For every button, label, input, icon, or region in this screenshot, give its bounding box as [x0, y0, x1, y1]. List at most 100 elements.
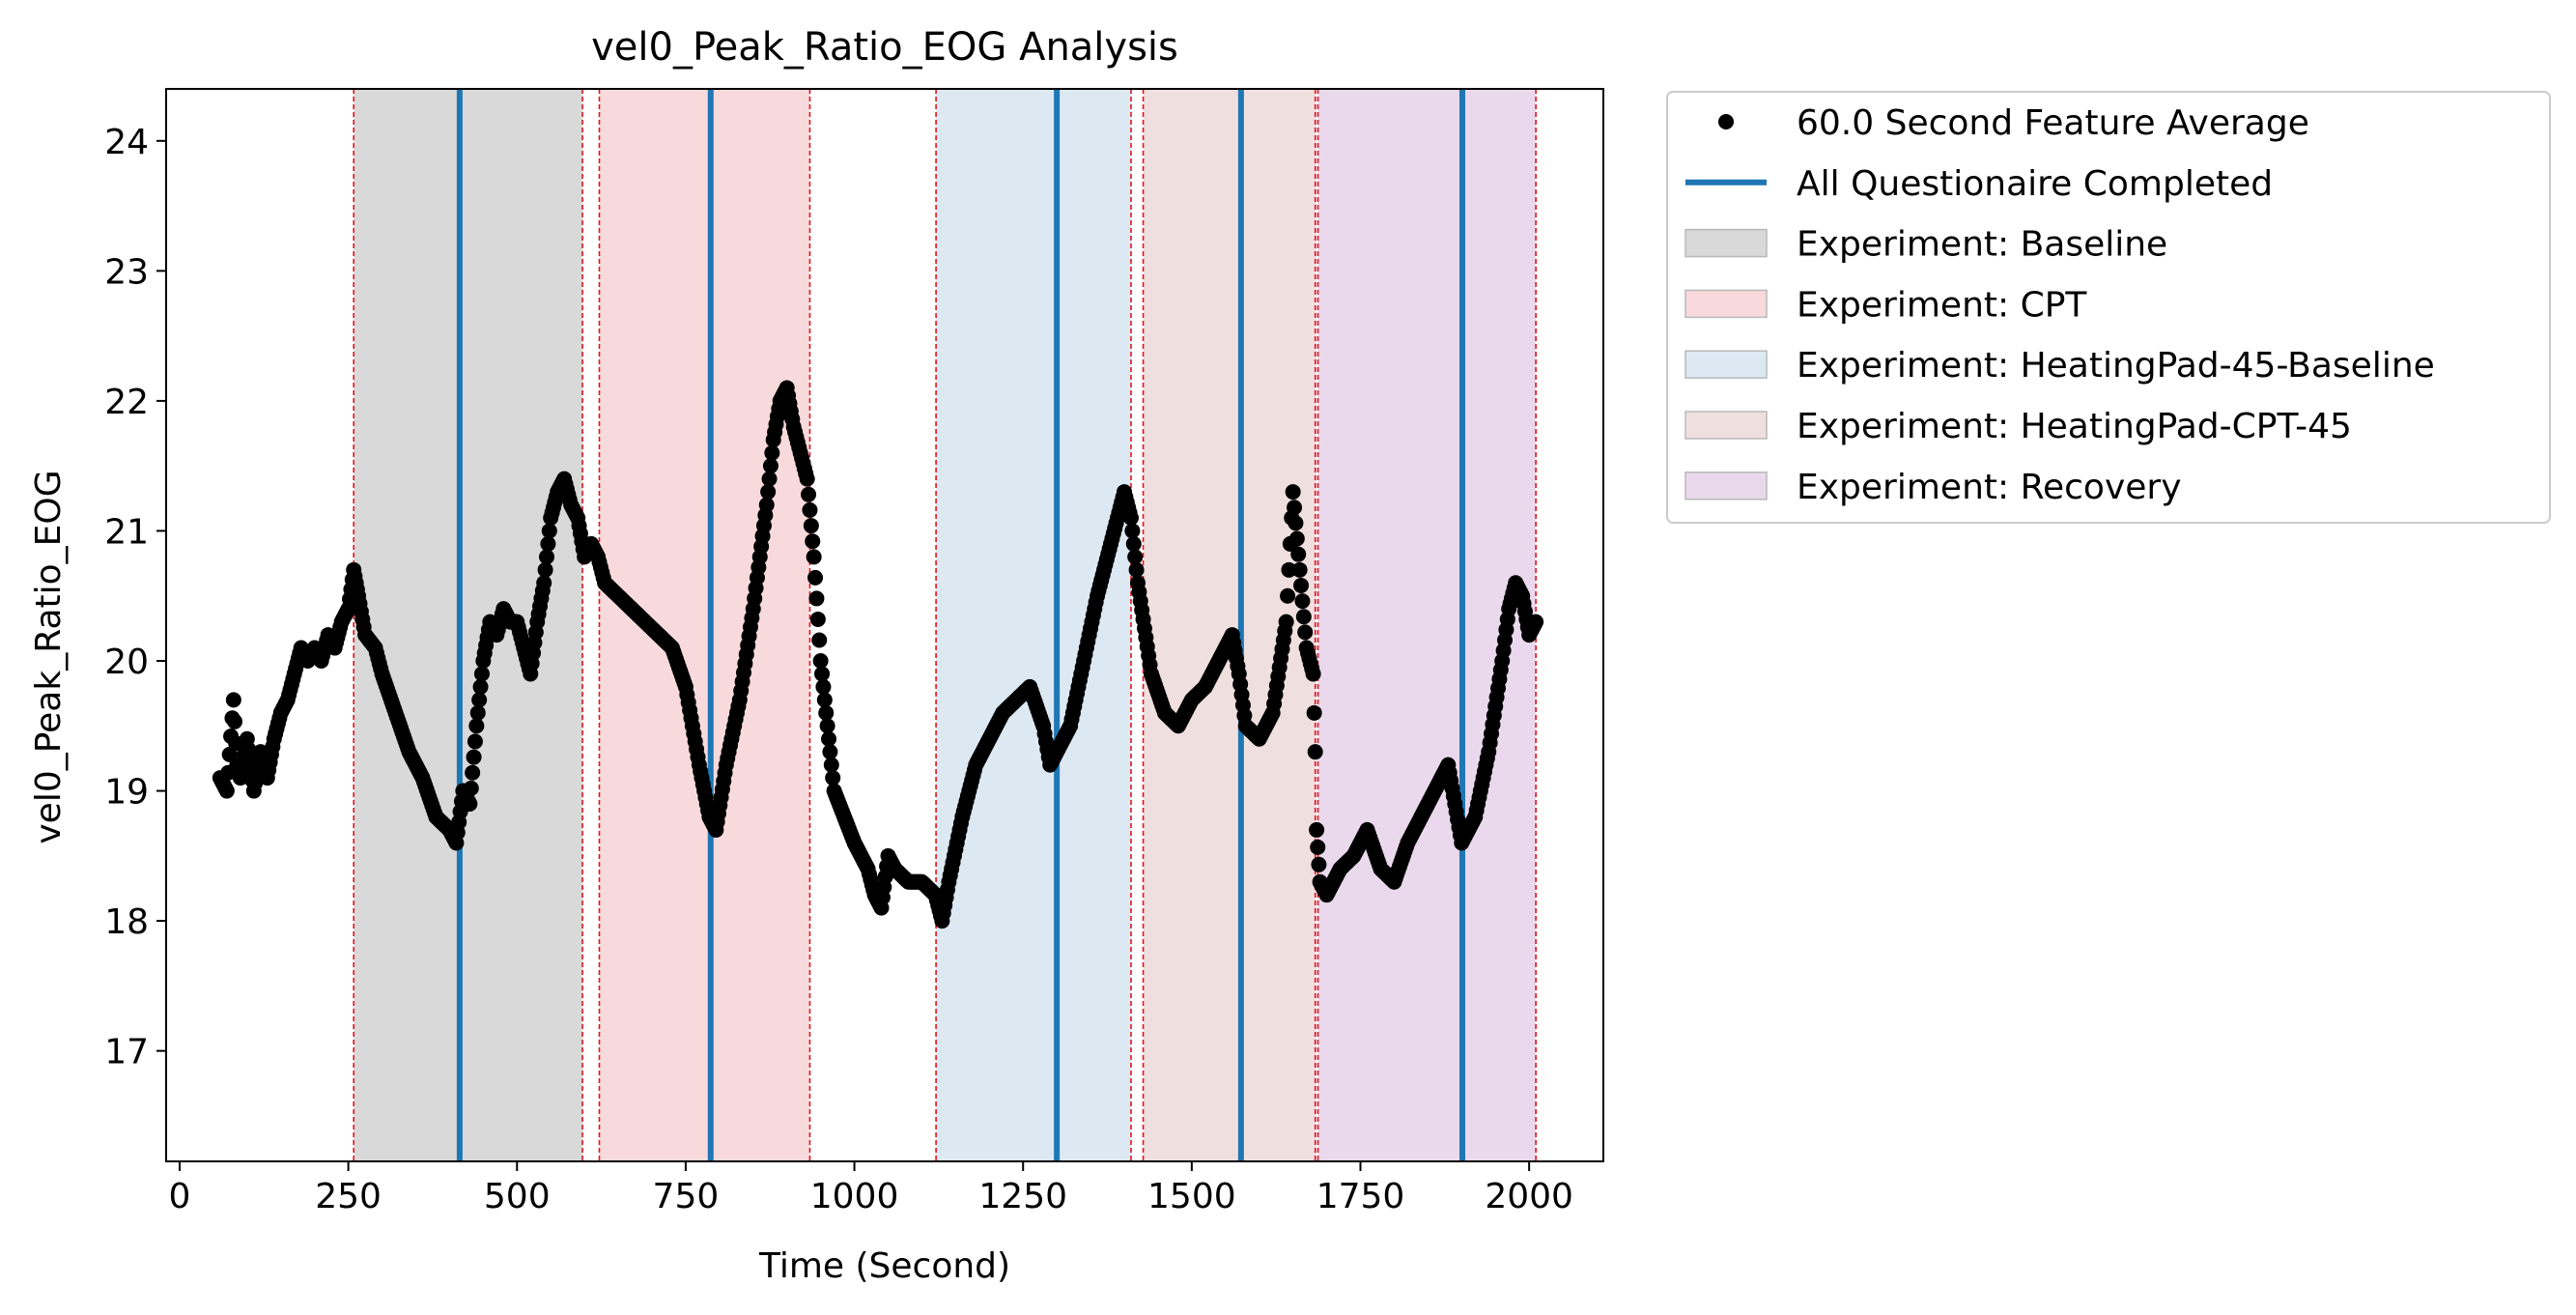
x-tick-label: 0: [169, 1177, 191, 1216]
y-tick-label: 23: [104, 252, 149, 292]
data-point: [764, 444, 780, 461]
data-point: [1127, 549, 1144, 565]
data-point: [539, 549, 555, 565]
data-point: [1290, 546, 1307, 562]
data-point: [760, 484, 777, 500]
data-points: [212, 380, 1544, 929]
data-point: [1291, 561, 1308, 578]
data-point: [472, 678, 489, 695]
experiment-span: [936, 89, 1131, 1161]
y-tick-label: 24: [104, 123, 149, 162]
x-axis-label: Time (Second): [758, 1246, 1010, 1286]
legend-marker-patch: [1684, 411, 1768, 440]
legend-label: All Questionaire Completed: [1797, 164, 2273, 204]
x-tick-label: 1000: [810, 1177, 899, 1216]
data-point: [805, 533, 821, 550]
legend-marker-dot: [1718, 114, 1734, 129]
data-point: [816, 692, 833, 708]
data-point: [758, 497, 775, 513]
data-point: [823, 757, 839, 773]
data-point: [1305, 666, 1321, 682]
data-point: [807, 569, 824, 586]
experiment-span: [1317, 89, 1537, 1161]
data-point: [463, 780, 479, 796]
plot-area: [212, 89, 1544, 1161]
data-point: [799, 471, 815, 487]
data-point: [465, 764, 481, 781]
legend-marker-patch: [1684, 472, 1768, 500]
data-point: [462, 796, 478, 812]
data-point: [762, 458, 778, 474]
legend-label: Experiment: Baseline: [1797, 225, 2167, 265]
data-point: [808, 590, 825, 607]
data-point: [822, 744, 838, 760]
data-point: [537, 561, 553, 578]
data-point: [1288, 515, 1304, 531]
data-point: [802, 501, 818, 518]
data-point: [1285, 484, 1301, 500]
data-point: [1295, 609, 1312, 625]
data-point: [1528, 614, 1544, 630]
x-tick-label: 1500: [1147, 1177, 1236, 1216]
legend-frame: [1666, 91, 2551, 524]
data-point: [1125, 535, 1142, 552]
data-point: [218, 783, 235, 799]
data-point: [1293, 577, 1310, 593]
data-point: [825, 770, 841, 786]
x-tick-label: 500: [484, 1177, 551, 1216]
legend-marker-patch: [1684, 350, 1768, 379]
x-tick-label: 1250: [978, 1177, 1067, 1216]
chart-title: vel0_Peak_Ratio_EOG Analysis: [591, 25, 1178, 70]
data-point: [814, 666, 831, 682]
data-point: [1287, 500, 1303, 516]
data-point: [466, 749, 482, 765]
data-point: [469, 704, 486, 721]
data-point: [225, 692, 241, 708]
data-point: [1310, 839, 1326, 855]
plot-frame: [165, 88, 1604, 1162]
x-tick-label: 750: [653, 1177, 720, 1216]
data-point: [821, 730, 837, 747]
data-point: [227, 713, 243, 729]
data-point: [1294, 593, 1311, 610]
data-point: [540, 535, 556, 552]
y-tick-label: 20: [104, 643, 149, 682]
data-point: [473, 666, 490, 682]
x-tick-label: 1750: [1316, 1177, 1405, 1216]
x-tick-label: 2000: [1485, 1177, 1573, 1216]
y-tick-label: 22: [104, 383, 149, 422]
data-point: [809, 611, 826, 627]
data-point: [541, 523, 557, 539]
data-point: [1128, 561, 1145, 578]
experiment-span: [599, 89, 810, 1161]
legend-label: Experiment: CPT: [1797, 285, 2087, 325]
data-point: [819, 718, 835, 734]
data-point: [801, 486, 817, 502]
y-tick-label: 19: [104, 773, 149, 813]
experiment-spans: [354, 89, 1537, 1161]
data-point: [471, 692, 488, 708]
data-point: [1297, 624, 1314, 641]
data-point: [1122, 510, 1139, 526]
y-axis-label: vel0_Peak_Ratio_EOG: [29, 470, 69, 843]
experiment-span: [354, 89, 583, 1161]
data-point: [818, 704, 835, 721]
data-point: [815, 678, 832, 695]
data-point: [1124, 523, 1141, 539]
data-point: [468, 718, 485, 734]
data-point: [1281, 561, 1297, 578]
data-point: [761, 471, 778, 487]
x-tick-label: 250: [315, 1177, 382, 1216]
y-tick-label: 18: [104, 902, 149, 942]
data-point: [467, 733, 483, 750]
legend-label: Experiment: HeatingPad-CPT-45: [1797, 407, 2352, 446]
data-point: [1280, 587, 1296, 604]
y-tick-label: 21: [104, 512, 149, 552]
x-axis-ticks: 0 250 500 750 1000 1250 1500 1750 2000: [169, 1161, 1573, 1216]
data-point: [1306, 704, 1322, 721]
data-point: [811, 632, 828, 648]
data-point: [803, 518, 819, 534]
legend-label: Experiment: HeatingPad-45-Baseline: [1797, 346, 2435, 386]
data-point: [812, 653, 829, 669]
